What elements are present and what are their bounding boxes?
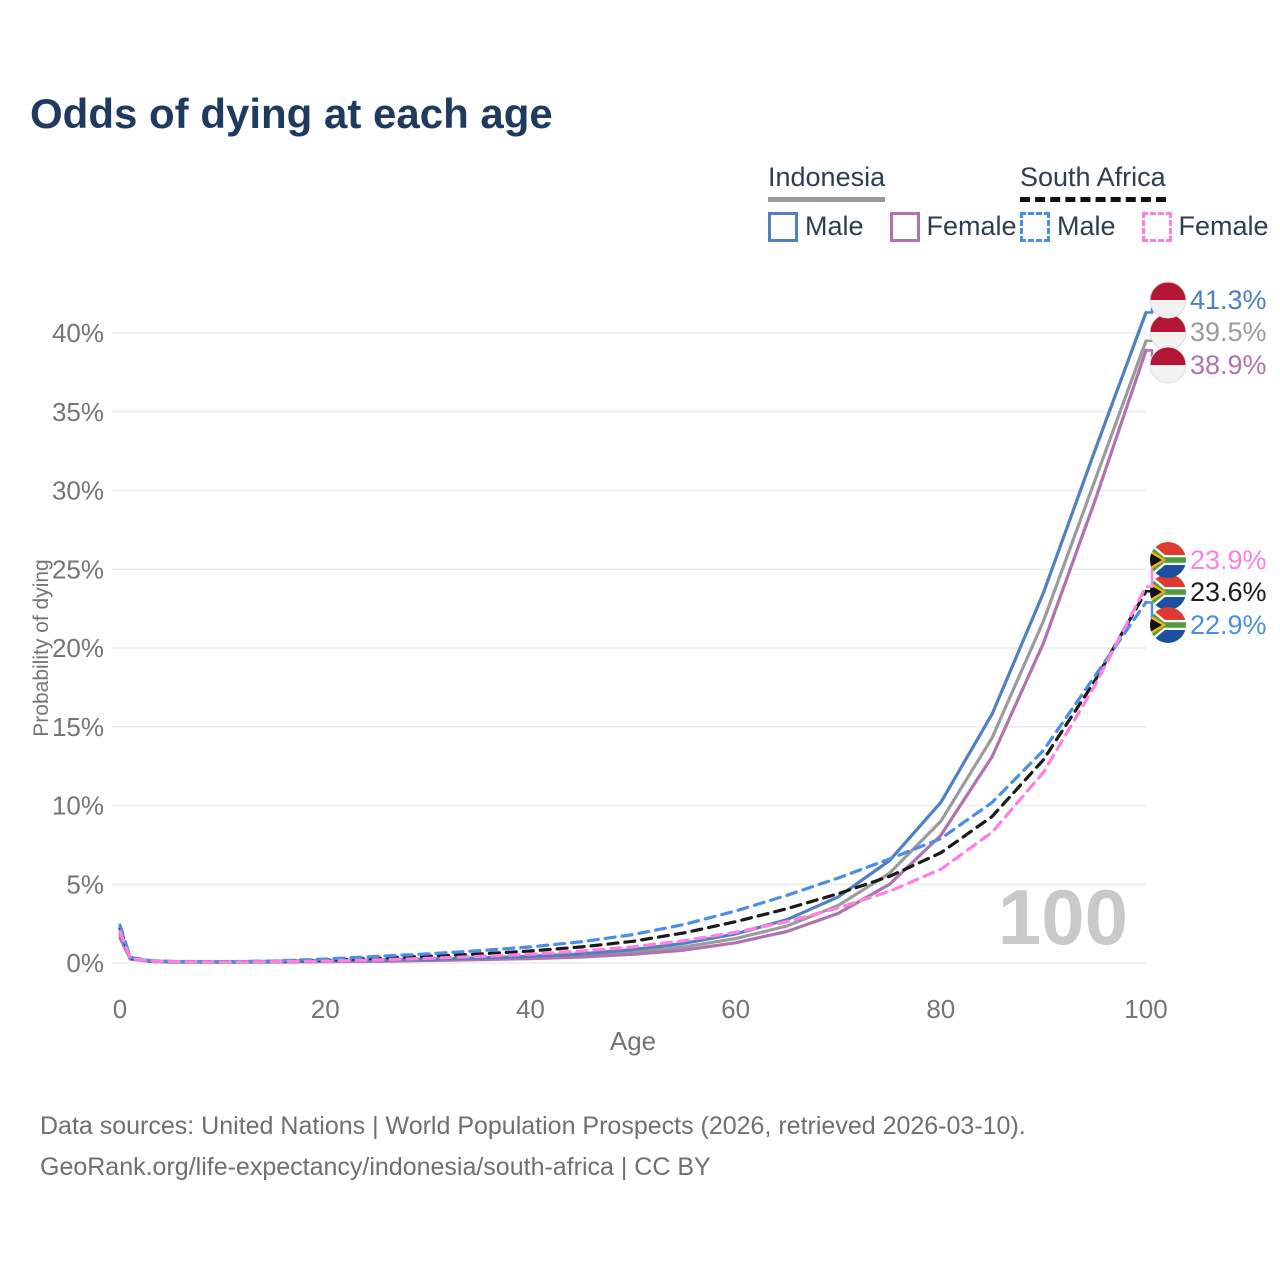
end-value-label-indonesia-male: 41.3% xyxy=(1190,285,1267,315)
legend-item-label: Female xyxy=(1178,211,1269,241)
legend-group-indonesia: Indonesia Male Female xyxy=(768,162,1017,242)
end-value-label-indonesia-female: 38.9% xyxy=(1190,350,1267,380)
flag-border xyxy=(1149,281,1187,319)
legend-item-indonesia-female[interactable]: Female xyxy=(889,211,1017,242)
x-tick-label: 40 xyxy=(516,994,545,1024)
x-tick-label: 100 xyxy=(1124,994,1167,1024)
legend-country-south-africa: South Africa xyxy=(1020,162,1166,202)
y-tick-label: 25% xyxy=(52,554,104,584)
y-tick-label: 0% xyxy=(66,948,104,978)
indonesia-flag-icon xyxy=(1150,314,1186,350)
y-tick-label: 10% xyxy=(52,791,104,821)
end-value-label-south-africa-both-sexes: 23.6% xyxy=(1190,577,1267,607)
y-tick-label: 5% xyxy=(66,869,104,899)
y-axis-title: Probability of dying xyxy=(30,559,53,736)
series-line-south-africa-male xyxy=(118,600,1148,964)
indonesia-female-swatch-icon xyxy=(889,211,920,242)
x-tick-label: 80 xyxy=(926,994,955,1024)
legend-item-label: Male xyxy=(1057,211,1116,241)
legend-item-label: Male xyxy=(805,211,864,241)
x-tick-label: 20 xyxy=(311,994,340,1024)
indonesia-male-swatch-icon xyxy=(768,211,798,242)
legend-item-indonesia-male[interactable]: Male xyxy=(768,211,864,242)
south-africa-flag-icon xyxy=(1150,607,1186,643)
legend-item-label: Female xyxy=(926,211,1017,241)
x-axis-title: Age xyxy=(610,1026,656,1056)
legend-item-south-africa-male[interactable]: Male xyxy=(1020,211,1116,242)
age-watermark: 100 xyxy=(998,873,1128,961)
south-africa-male-swatch-icon xyxy=(1020,211,1050,242)
legend-group-south-africa: South Africa Male Female xyxy=(1020,162,1269,242)
indonesia-flag-icon xyxy=(1150,347,1186,383)
end-value-label-indonesia-both-sexes: 39.5% xyxy=(1190,317,1267,347)
legend-country-indonesia: Indonesia xyxy=(768,162,886,202)
south-africa-flag-icon xyxy=(1150,574,1186,610)
indonesia-flag-icon xyxy=(1150,282,1186,318)
south-africa-flag-icon xyxy=(1150,542,1186,578)
end-value-label-south-africa-female: 23.9% xyxy=(1190,545,1267,575)
x-tick-label: 0 xyxy=(113,994,127,1024)
y-tick-label: 35% xyxy=(52,397,104,427)
y-tick-label: 30% xyxy=(52,476,104,506)
series-line-indonesia-female xyxy=(118,348,1148,964)
end-value-label-south-africa-male: 22.9% xyxy=(1190,610,1267,640)
x-tick-label: 60 xyxy=(721,994,750,1024)
flag-border xyxy=(1149,346,1187,384)
license-line: GeoRank.org/life-expectancy/indonesia/so… xyxy=(40,1153,711,1181)
south-africa-female-swatch-icon xyxy=(1141,211,1172,242)
series-line-indonesia-both-sexes xyxy=(118,339,1148,964)
gridlines xyxy=(112,332,1146,964)
mortality-chart: 0% 5% 10% 15% 20% 25% 30% 35% 40% 0 20 40 60 80 100 Age… xyxy=(30,281,1267,1056)
series-line-south-africa-both-sexes xyxy=(118,589,1148,964)
y-tick-label: 15% xyxy=(52,712,104,742)
data-sources-line: Data sources: United Nations | World Pop… xyxy=(40,1112,1026,1140)
y-tick-label: 20% xyxy=(52,633,104,663)
legend-item-south-africa-female[interactable]: Female xyxy=(1141,211,1269,242)
series-line-indonesia-male xyxy=(118,310,1148,964)
source-attribution: Data sources: United Nations | World Pop… xyxy=(40,1106,1026,1188)
series-line-south-africa-female xyxy=(118,584,1148,964)
page-title: Odds of dying at each age xyxy=(30,90,553,137)
y-tick-label: 40% xyxy=(52,318,104,348)
